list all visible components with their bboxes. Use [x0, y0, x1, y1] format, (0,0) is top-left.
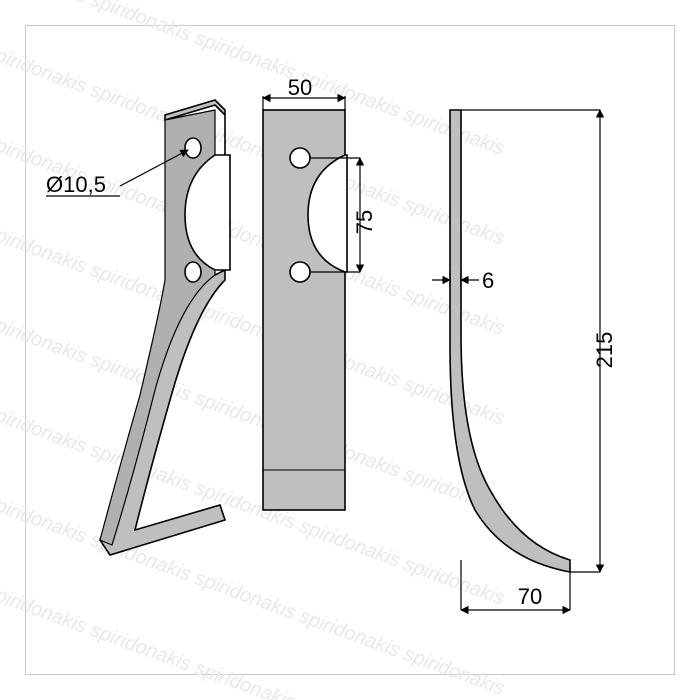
view-flat-front: [263, 110, 347, 510]
label-spacing-75: 75: [352, 210, 377, 234]
watermark-layer: spiridonakis spiridonakis spiridonakis s…: [0, 0, 508, 700]
label-hole-diameter: Ø10,5: [46, 172, 106, 197]
hole-bottom-icon: [290, 262, 310, 282]
iso-hole-top-icon: [185, 138, 201, 158]
label-height-215: 215: [592, 332, 617, 369]
hole-top-icon: [290, 148, 310, 168]
label-foot-70: 70: [518, 584, 542, 609]
label-thickness-6: 6: [482, 268, 494, 293]
label-width-50: 50: [288, 75, 312, 100]
iso-hole-bottom-icon: [185, 262, 201, 282]
technical-drawing: spiridonakis spiridonakis spiridonakis s…: [0, 0, 700, 700]
